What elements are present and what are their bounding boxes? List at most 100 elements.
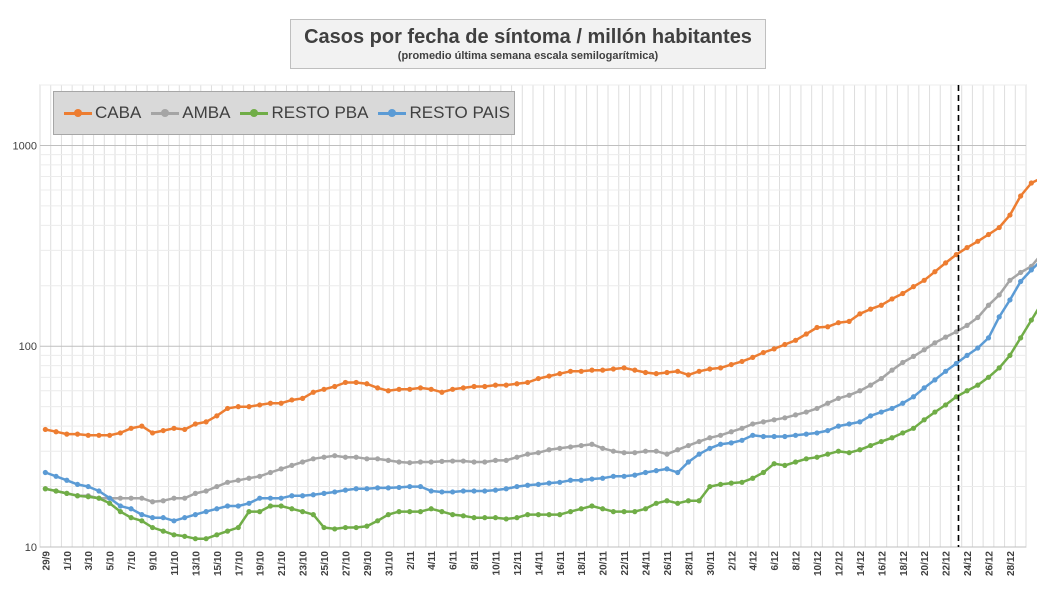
data-point-caba bbox=[257, 402, 263, 408]
data-point-amba bbox=[932, 340, 938, 346]
data-point-resto-pais bbox=[750, 432, 756, 438]
data-point-caba bbox=[707, 366, 713, 372]
data-point-resto-pba bbox=[407, 509, 413, 515]
data-point-amba bbox=[589, 441, 595, 447]
data-point-resto-pais bbox=[557, 479, 563, 485]
data-point-caba bbox=[728, 361, 734, 368]
data-point-caba bbox=[149, 430, 156, 436]
data-point-caba bbox=[835, 320, 842, 326]
data-point-resto-pais bbox=[192, 512, 199, 518]
data-point-resto-pba bbox=[74, 493, 81, 499]
data-point-caba bbox=[107, 432, 113, 438]
data-point-resto-pais bbox=[160, 515, 166, 521]
data-point-caba bbox=[160, 427, 166, 434]
data-point-caba bbox=[632, 367, 638, 373]
x-tick-label: 13/10 bbox=[191, 551, 202, 576]
data-point-resto-pba bbox=[64, 490, 70, 496]
data-point-resto-pais bbox=[267, 495, 274, 501]
data-point-amba bbox=[996, 292, 1002, 298]
data-point-resto-pais bbox=[717, 441, 724, 447]
data-point-resto-pais bbox=[117, 503, 123, 509]
x-tick-label: 27/10 bbox=[341, 551, 352, 576]
data-point-amba bbox=[374, 456, 381, 462]
data-point-resto-pais bbox=[642, 469, 649, 476]
x-tick-label: 25/10 bbox=[320, 551, 331, 576]
data-point-caba bbox=[975, 238, 981, 244]
data-point-resto-pba bbox=[943, 402, 949, 408]
data-point-caba bbox=[278, 400, 284, 406]
data-point-caba bbox=[610, 366, 616, 372]
x-tick-label: 12/12 bbox=[834, 551, 845, 576]
data-point-caba bbox=[53, 429, 59, 435]
data-point-resto-pba bbox=[417, 509, 424, 515]
data-point-resto-pais bbox=[64, 477, 70, 483]
data-point-amba bbox=[428, 459, 434, 465]
data-point-caba bbox=[685, 372, 692, 378]
data-point-resto-pais bbox=[224, 503, 231, 509]
data-point-amba bbox=[728, 429, 734, 435]
data-point-resto-pba bbox=[632, 509, 638, 515]
data-point-caba bbox=[1028, 180, 1034, 186]
data-point-resto-pais bbox=[857, 419, 863, 425]
legend: CABA AMBA RESTO PBA RESTO PAIS bbox=[53, 91, 515, 135]
data-point-resto-pba bbox=[1007, 352, 1013, 359]
data-point-resto-pais bbox=[771, 433, 777, 440]
data-point-resto-pais bbox=[835, 423, 842, 429]
data-point-caba bbox=[374, 385, 381, 391]
x-tick-label: 19/10 bbox=[256, 551, 267, 576]
data-point-caba bbox=[642, 369, 649, 376]
data-point-resto-pba bbox=[117, 509, 123, 515]
data-point-resto-pais bbox=[1007, 297, 1013, 303]
data-point-amba bbox=[578, 442, 584, 449]
x-tick-label: 21/10 bbox=[277, 551, 288, 576]
data-point-resto-pba bbox=[739, 479, 745, 485]
data-point-caba bbox=[42, 426, 48, 433]
data-point-resto-pais bbox=[257, 495, 263, 501]
data-point-caba bbox=[471, 383, 477, 390]
data-point-resto-pais bbox=[910, 394, 917, 400]
data-point-resto-pais bbox=[74, 481, 81, 488]
data-point-amba bbox=[557, 445, 563, 451]
data-point-amba bbox=[760, 419, 767, 425]
data-point-caba bbox=[342, 379, 349, 386]
data-point-amba bbox=[707, 435, 713, 441]
data-point-resto-pba bbox=[932, 409, 938, 415]
data-point-resto-pais bbox=[867, 413, 874, 419]
data-point-caba bbox=[739, 358, 745, 365]
data-point-amba bbox=[632, 450, 638, 456]
data-point-resto-pba bbox=[214, 532, 220, 538]
data-point-caba bbox=[867, 306, 874, 312]
data-point-resto-pba bbox=[975, 382, 981, 388]
data-point-resto-pba bbox=[182, 533, 188, 539]
legend-label-caba: CABA bbox=[95, 103, 142, 122]
data-point-amba bbox=[171, 495, 177, 501]
data-point-amba bbox=[546, 447, 552, 453]
data-point-caba bbox=[321, 386, 327, 392]
data-point-caba bbox=[557, 371, 563, 377]
data-point-resto-pais bbox=[385, 485, 391, 491]
data-point-caba bbox=[428, 386, 434, 392]
data-point-amba bbox=[160, 498, 166, 504]
data-point-resto-pba bbox=[396, 509, 402, 515]
data-point-caba bbox=[128, 425, 134, 431]
data-point-resto-pba bbox=[750, 475, 756, 481]
data-point-amba bbox=[117, 495, 123, 501]
data-point-resto-pais bbox=[943, 368, 949, 374]
data-point-resto-pais bbox=[374, 485, 381, 491]
data-point-amba bbox=[246, 475, 252, 481]
x-tick-label: 18/12 bbox=[899, 551, 910, 576]
data-point-resto-pba bbox=[964, 388, 970, 394]
data-point-caba bbox=[525, 379, 531, 386]
data-point-caba bbox=[996, 224, 1002, 231]
data-point-amba bbox=[289, 462, 295, 468]
data-point-resto-pba bbox=[567, 509, 574, 515]
data-point-resto-pba bbox=[814, 454, 820, 460]
data-point-resto-pais bbox=[782, 433, 788, 440]
data-point-amba bbox=[450, 458, 456, 464]
data-point-caba bbox=[567, 368, 574, 374]
data-point-caba bbox=[932, 269, 938, 275]
data-point-caba bbox=[664, 369, 670, 376]
data-point-resto-pba bbox=[846, 450, 852, 456]
y-tick-label: 100 bbox=[19, 341, 37, 353]
x-tick-label: 11/10 bbox=[170, 551, 181, 576]
